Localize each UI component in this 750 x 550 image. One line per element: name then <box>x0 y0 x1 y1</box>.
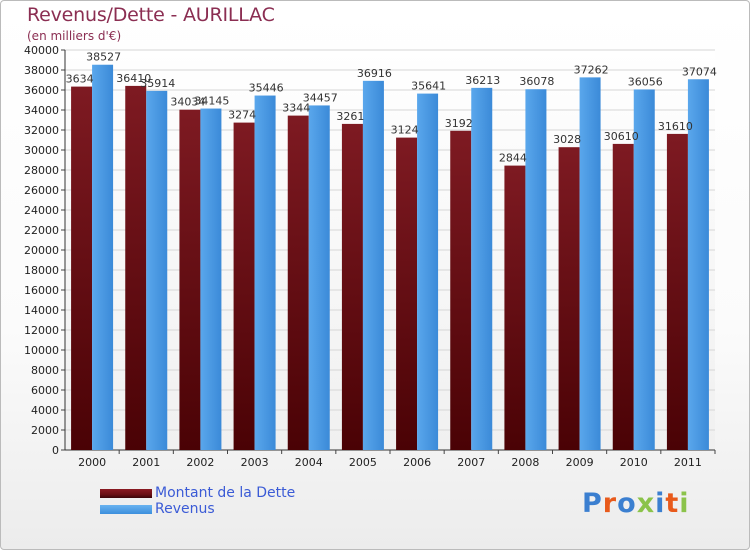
legend-label-revenus: Revenus <box>155 501 215 517</box>
y-tick-label: 26000 <box>24 184 59 197</box>
bar-revenus <box>200 108 222 451</box>
data-label: 36410 <box>116 72 151 85</box>
y-tick-label: 22000 <box>24 224 59 237</box>
x-tick-label: 2011 <box>674 456 702 469</box>
y-tick-label: 40000 <box>24 44 59 57</box>
y-tick-label: 28000 <box>24 164 59 177</box>
bar-revenus <box>308 105 330 451</box>
logo-letter: t <box>665 488 680 519</box>
bar-revenus <box>362 80 384 450</box>
chart-title: Revenus/Dette - AURILLAC <box>27 4 275 26</box>
y-tick-label: 36000 <box>24 84 59 97</box>
logo-letter: i <box>655 488 666 519</box>
data-label: 35641 <box>411 80 446 93</box>
x-tick-label: 2008 <box>511 456 539 469</box>
data-label: 35914 <box>140 77 175 90</box>
bar-dette <box>666 133 688 450</box>
y-tick-label: 24000 <box>24 204 59 217</box>
logo-letter: r <box>602 488 618 519</box>
x-tick-label: 2007 <box>457 456 485 469</box>
bar-revenus <box>254 95 276 450</box>
bar-dette <box>233 122 255 450</box>
y-tick-label: 16000 <box>24 284 59 297</box>
bar-revenus <box>471 87 493 451</box>
data-label: 3192 <box>445 117 473 130</box>
legend-label-dette: Montant de la Dette <box>155 485 296 501</box>
bar-revenus <box>687 79 709 450</box>
y-tick-label: 34000 <box>24 104 59 117</box>
data-label: 34145 <box>194 95 229 108</box>
data-label: 36916 <box>357 67 392 80</box>
x-tick-label: 2003 <box>241 456 269 469</box>
data-label: 3028 <box>553 133 581 146</box>
data-label: 31610 <box>658 120 693 133</box>
y-tick-label: 0 <box>52 444 59 457</box>
data-label: 30610 <box>604 130 639 143</box>
x-tick-label: 2006 <box>403 456 431 469</box>
data-label: 3634 <box>66 73 94 86</box>
data-label: 3261 <box>336 110 364 123</box>
data-label: 37074 <box>682 65 717 78</box>
y-tick-label: 12000 <box>24 324 59 337</box>
y-tick-label: 32000 <box>24 124 59 137</box>
y-tick-label: 8000 <box>31 364 59 377</box>
y-tick-label: 30000 <box>24 144 59 157</box>
logo-letter: x <box>636 488 656 519</box>
bar-revenus <box>525 89 547 450</box>
data-label: 3124 <box>391 124 419 137</box>
x-tick-label: 2004 <box>295 456 323 469</box>
bar-dette <box>396 137 418 450</box>
legend-swatch-dette <box>100 489 152 498</box>
x-tick-label: 2001 <box>132 456 160 469</box>
bar-dette <box>504 165 526 450</box>
y-tick-label: 2000 <box>31 424 59 437</box>
bar-revenus <box>146 90 168 451</box>
y-tick-label: 6000 <box>31 384 59 397</box>
logo-letter: i <box>679 488 690 519</box>
chart-subtitle: (en milliers d'€) <box>27 29 122 43</box>
y-tick-label: 20000 <box>24 244 59 257</box>
logo-letter: P <box>582 488 603 519</box>
y-tick-label: 14000 <box>24 304 59 317</box>
data-label: 35446 <box>249 82 284 95</box>
x-tick-label: 2002 <box>186 456 214 469</box>
bar-dette <box>558 147 580 450</box>
bar-dette <box>450 130 472 451</box>
proxiti-logo: Proxiti <box>582 488 690 519</box>
bar-dette <box>179 109 201 450</box>
x-tick-label: 2000 <box>78 456 106 469</box>
legend-swatch-revenus <box>100 505 152 514</box>
data-label: 2844 <box>499 152 527 165</box>
data-label: 34457 <box>303 91 338 104</box>
y-tick-label: 38000 <box>24 64 59 77</box>
data-label: 34034 <box>170 96 205 109</box>
x-tick-label: 2010 <box>620 456 648 469</box>
data-label: 36213 <box>465 74 500 87</box>
bar-dette <box>71 86 93 450</box>
data-label: 36078 <box>519 75 554 88</box>
bar-dette <box>612 143 634 450</box>
data-label: 38527 <box>86 51 121 64</box>
y-tick-label: 18000 <box>24 264 59 277</box>
x-tick-label: 2005 <box>349 456 377 469</box>
data-label: 3274 <box>228 109 256 122</box>
x-tick-label: 2009 <box>566 456 594 469</box>
y-tick-label: 10000 <box>24 344 59 357</box>
bar-revenus <box>92 64 114 450</box>
y-tick-label: 4000 <box>31 404 59 417</box>
logo-letter: o <box>617 488 637 519</box>
data-label: 36056 <box>628 75 663 88</box>
bar-revenus <box>633 89 655 450</box>
bar-dette <box>287 115 309 450</box>
data-label: 3344 <box>282 102 310 115</box>
data-label: 37262 <box>574 63 609 76</box>
bar-revenus <box>417 93 439 450</box>
bar-dette <box>125 85 147 451</box>
bar-dette <box>341 123 363 451</box>
bar-revenus <box>579 77 601 450</box>
